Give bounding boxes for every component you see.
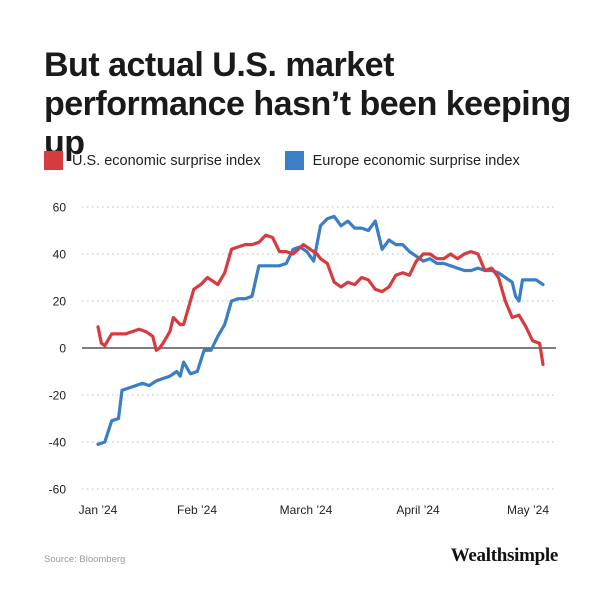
- line-chart: 60 40 20 0 -20 -40 -60 Jan ’24 Feb ’24 March ’24 A…: [49, 201, 556, 517]
- y-tick-label--40: -40: [49, 436, 67, 450]
- y-tick-label--20: -20: [49, 389, 67, 403]
- y-tick-label-20: 20: [53, 295, 67, 309]
- x-tick-label-0: Jan ’24: [79, 503, 118, 517]
- y-tick-label-60: 60: [53, 201, 67, 215]
- legend-label-us: U.S. economic surprise index: [72, 152, 261, 169]
- legend-swatch-europe: [284, 151, 304, 170]
- chart-title: But actual U.S. market performance hasn’…: [44, 46, 571, 162]
- x-tick-label-3: April ’24: [396, 503, 440, 517]
- wealthsimple-logo: Wealthsimple: [450, 545, 559, 566]
- y-tick-label-40: 40: [53, 248, 67, 262]
- legend-label-europe: Europe economic surprise index: [312, 152, 520, 169]
- y-tick-label-0: 0: [59, 342, 66, 356]
- series-line-europe: [96, 214, 545, 446]
- legend: U.S. economic surprise index Europe econ…: [44, 151, 544, 170]
- y-tick-label--60: -60: [49, 483, 67, 497]
- x-tick-label-4: May ’24: [507, 503, 549, 517]
- x-tick-label-1: Feb ’24: [177, 503, 217, 517]
- legend-swatch-us: [44, 151, 63, 170]
- series-line-us: [96, 233, 545, 367]
- x-tick-label-2: March ’24: [280, 503, 333, 517]
- legend-item-us: U.S. economic surprise index: [44, 151, 261, 170]
- source-note: Source: Bloomberg: [44, 554, 126, 565]
- legend-item-europe: Europe economic surprise index: [284, 151, 520, 170]
